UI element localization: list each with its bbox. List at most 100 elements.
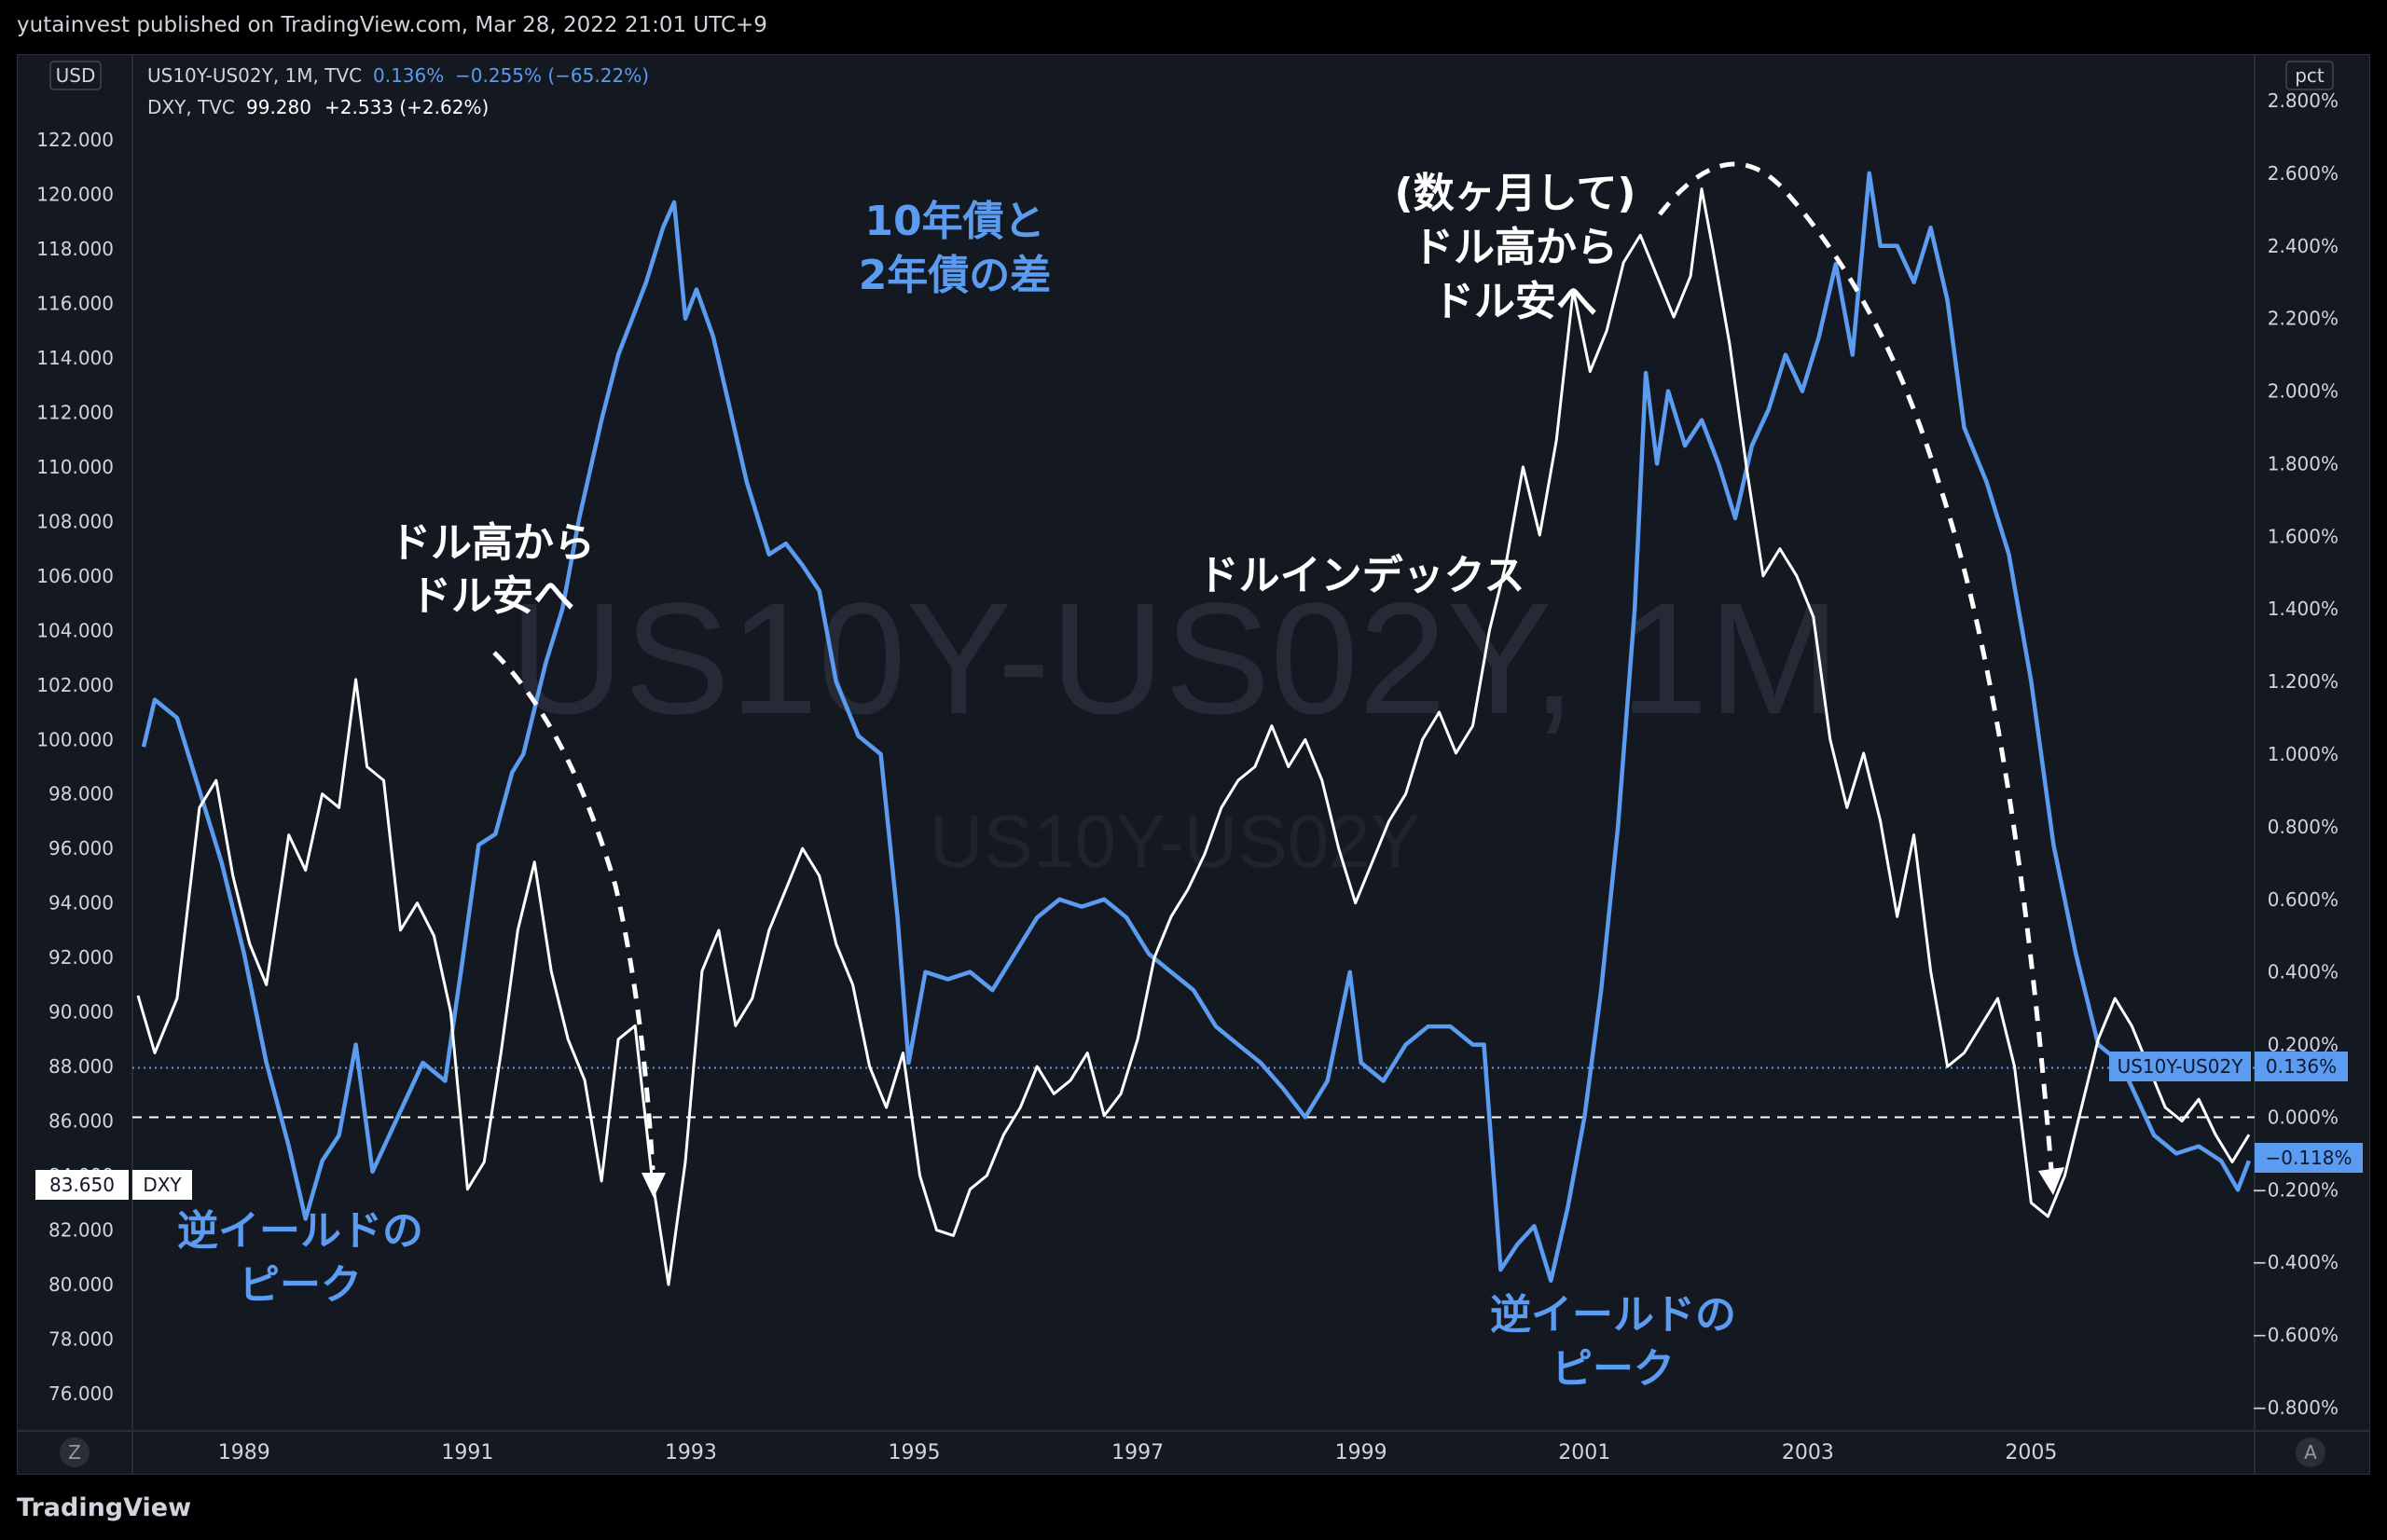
watermark-big: US10Y-US02Y, 1M — [510, 571, 1841, 748]
pct-unit-badge — [2285, 61, 2334, 90]
z-button[interactable]: Z — [68, 1441, 81, 1464]
left-tick-label: 116.000 — [36, 292, 114, 314]
x-tick-label: 1989 — [218, 1441, 270, 1464]
price-badges: US10Y-US02Y 0.136% −0.118% 83.650 DXY — [35, 1052, 2363, 1200]
right-tick-label: 2.000% — [2268, 380, 2339, 403]
annotation-months-later-1: (数ヶ月して) — [1395, 170, 1636, 217]
legend-dxy-name[interactable]: DXY, TVC — [147, 96, 235, 118]
left-tick-label: 106.000 — [36, 565, 114, 587]
right-tick-label: 2.800% — [2268, 89, 2339, 112]
right-axis-ticks: −0.800%−0.600%−0.400%−0.200%0.000%0.200%… — [2252, 89, 2339, 1419]
publisher-header: yutainvest published on TradingView.com,… — [0, 0, 2387, 54]
watermark-small: US10Y-US02Y — [930, 800, 1420, 883]
annotation-spread-2: 2年債の差 — [859, 252, 1052, 299]
left-axis-ticks: 76.00078.00080.00082.00084.00086.00088.0… — [36, 129, 114, 1405]
x-tick-label: 2001 — [1558, 1441, 1610, 1464]
left-tick-label: 114.000 — [36, 347, 114, 369]
x-tick-label: 1997 — [1111, 1441, 1164, 1464]
right-tick-label: 1.600% — [2268, 525, 2339, 547]
right-tick-label: −0.600% — [2252, 1324, 2339, 1346]
publisher-text: yutainvest published on TradingView.com,… — [17, 13, 767, 37]
arrow-2-dashed — [1658, 161, 2054, 1171]
dxy-value-badge: 83.650 — [49, 1174, 115, 1196]
left-tick-label: 76.000 — [48, 1382, 114, 1405]
arrow-1-head — [642, 1173, 666, 1198]
dxy-value-badge-bg — [35, 1170, 129, 1200]
left-tick-label: 96.000 — [48, 837, 114, 859]
dxy-series-line — [136, 187, 2251, 1286]
arrow-1-dashed — [492, 651, 655, 1171]
spread-name-badge: US10Y-US02Y — [2118, 1055, 2244, 1078]
right-tick-label: 2.600% — [2268, 162, 2339, 185]
left-tick-label: 86.000 — [48, 1110, 114, 1133]
annotation-inversion-peak-2b: ピーク — [1552, 1345, 1675, 1393]
right-tick-label: 0.000% — [2268, 1106, 2339, 1128]
spread-series-line — [141, 171, 2252, 1283]
series-lines — [136, 171, 2252, 1286]
legend-dxy-value: 99.280 — [246, 96, 311, 118]
left-tick-label: 80.000 — [48, 1273, 114, 1296]
annotation-inversion-peak-1b: ピーク — [239, 1261, 362, 1309]
x-tick-label: 2005 — [2005, 1441, 2057, 1464]
left-tick-label: 94.000 — [48, 892, 114, 914]
a-button[interactable]: A — [2304, 1441, 2317, 1464]
x-tick-label: 1991 — [441, 1441, 493, 1464]
left-tick-label: 110.000 — [36, 456, 114, 478]
usd-unit-label: USD — [56, 64, 96, 87]
annotation-inversion-peak-1a: 逆イールドの — [177, 1207, 423, 1255]
left-tick-label: 92.000 — [48, 946, 114, 969]
x-axis-ticks: 1989 1991 1993 1995 1997 1999 2001 2003 2005 — [218, 1441, 2058, 1464]
pct-unit-label: pct — [2295, 64, 2325, 87]
legend: USD US10Y-US02Y, 1M, TVC 0.136% −0.255% … — [49, 61, 2334, 118]
dxy-name-badge: DXY — [143, 1174, 182, 1196]
legend-dxy-change: +2.533 (+2.62%) — [324, 96, 489, 118]
spread-value-badge: 0.136% — [2266, 1055, 2337, 1078]
left-tick-label: 118.000 — [36, 238, 114, 260]
spread-value-badge-bg — [2255, 1052, 2348, 1081]
legend-spread-name[interactable]: US10Y-US02Y, 1M, TVC — [147, 64, 362, 87]
dxy-name-badge-bg — [132, 1170, 192, 1200]
left-tick-label: 90.000 — [48, 1001, 114, 1024]
right-tick-label: 0.400% — [2268, 961, 2339, 983]
annotation-months-later-3: ドル安へ — [1433, 278, 1597, 325]
a-button-bg[interactable] — [2296, 1437, 2325, 1467]
right-tick-label: 1.800% — [2268, 452, 2339, 474]
x-tick-label: 1995 — [889, 1441, 941, 1464]
legend-spread-value: 0.136% — [373, 64, 444, 87]
chart-frame[interactable] — [17, 54, 2370, 1475]
right-tick-label: −0.200% — [2252, 1178, 2339, 1201]
legend-spread-change: −0.255% (−65.22%) — [455, 64, 649, 87]
usd-unit-badge — [49, 61, 102, 90]
x-tick-label: 2003 — [1782, 1441, 1834, 1464]
tradingview-logo[interactable]: TradingView — [17, 1493, 192, 1522]
reference-lines — [132, 1066, 2255, 1119]
right-tick-label: −0.800% — [2252, 1396, 2339, 1419]
annotation-inversion-peak-2a: 逆イールドの — [1490, 1291, 1736, 1339]
left-tick-label: 108.000 — [36, 510, 114, 532]
left-tick-label: 112.000 — [36, 401, 114, 423]
right-tick-label: 0.600% — [2268, 888, 2339, 911]
annotation-spread-1: 10年債と — [864, 198, 1044, 245]
left-tick-label: 104.000 — [36, 619, 114, 641]
left-tick-label: 102.000 — [36, 674, 114, 696]
spread-last-badge-bg — [2255, 1143, 2363, 1173]
right-tick-label: 2.400% — [2268, 235, 2339, 257]
left-tick-label: 100.000 — [36, 728, 114, 750]
right-tick-label: 1.000% — [2268, 743, 2339, 765]
footer: TradingView — [0, 1475, 2387, 1540]
arrow-2-head — [2038, 1167, 2064, 1195]
x-tick-label: 1993 — [665, 1441, 717, 1464]
left-tick-label: 120.000 — [36, 183, 114, 205]
spread-name-badge-bg — [2109, 1052, 2251, 1081]
spread-last-badge: −0.118% — [2265, 1147, 2352, 1169]
left-tick-label: 122.000 — [36, 129, 114, 151]
right-tick-label: 0.800% — [2268, 816, 2339, 838]
annotation-dollar-shift-1: ドル高から — [390, 519, 595, 567]
right-tick-label: 1.400% — [2268, 598, 2339, 620]
z-button-bg[interactable] — [60, 1437, 90, 1467]
annotation-months-later-2: ドル高から — [1413, 224, 1618, 271]
x-tick-label: 1999 — [1335, 1441, 1387, 1464]
left-tick-label: 98.000 — [48, 783, 114, 805]
annotation-dollar-shift-2: ドル安へ — [410, 572, 574, 620]
